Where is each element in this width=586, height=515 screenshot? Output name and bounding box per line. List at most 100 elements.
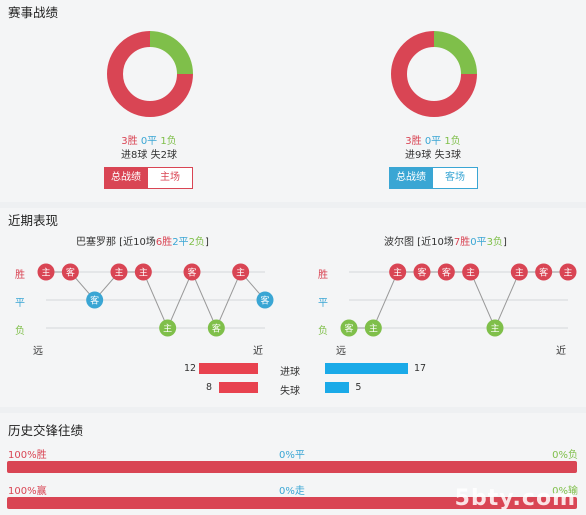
left-match-marker[interactable] bbox=[159, 319, 177, 337]
recent-form-chart: 主客客主 主主客客主客 客主主客客主主主客主 bbox=[37, 263, 577, 337]
tab-overall-record-right[interactable]: 总战绩 bbox=[389, 167, 433, 189]
right-match-marker[interactable] bbox=[486, 319, 504, 337]
right-goals-summary: 进9球 失3球 bbox=[405, 150, 461, 161]
left-match-venue-label: 主 bbox=[139, 267, 148, 279]
right-match-venue-label: 主 bbox=[563, 267, 572, 279]
right-match-venue-label: 客 bbox=[539, 267, 548, 279]
right-match-marker[interactable] bbox=[389, 263, 407, 281]
left-match-venue-label: 客 bbox=[187, 267, 196, 279]
left-match-venue-label: 主 bbox=[236, 267, 245, 279]
left-match-marker[interactable] bbox=[86, 291, 104, 309]
right-match-marker[interactable] bbox=[510, 263, 528, 281]
left-match-venue-label: 客 bbox=[212, 323, 221, 335]
left-team-form-header: 巴塞罗那 [近10场6胜2平2负] bbox=[76, 237, 209, 248]
right-match-marker[interactable] bbox=[462, 263, 480, 281]
right-row-label-win: 胜 bbox=[318, 270, 328, 281]
section-title-head-to-head: 历史交锋往绩 bbox=[8, 423, 84, 438]
left-record-stats: 3胜 0平 1负 进8球 失2球 bbox=[74, 135, 224, 163]
h2h-draw-pct: 0%平 bbox=[279, 450, 305, 461]
section-title-recent-form: 近期表现 bbox=[8, 213, 59, 228]
goals-scored-label: 进球 bbox=[280, 367, 300, 378]
left-row-label-win: 胜 bbox=[15, 270, 25, 281]
left-team-name: 巴塞罗那 [近10场 bbox=[76, 237, 156, 248]
right-axis-near: 近 bbox=[556, 346, 566, 357]
left-match-marker[interactable] bbox=[110, 263, 128, 281]
season-record-panel: 赛事战绩 3胜 0平 1负 进8球 失2球 总战绩 主场 3胜 0平 1负 进9… bbox=[0, 0, 586, 202]
left-record-donut bbox=[107, 31, 193, 117]
right-match-venue-label: 主 bbox=[466, 267, 475, 279]
right-row-label-draw: 平 bbox=[318, 298, 328, 309]
h2h-loss-pct: 0%负 bbox=[552, 450, 578, 461]
recent-form-panel: 近期表现 巴塞罗那 [近10场6胜2平2负] 波尔图 [近10场7胜0平3负] … bbox=[0, 208, 586, 407]
donut-segment-loss bbox=[433, 31, 477, 75]
left-goals-scored-value: 12 bbox=[184, 363, 197, 374]
donut-segment-loss bbox=[149, 31, 193, 75]
right-row-label-loss: 负 bbox=[318, 326, 328, 337]
right-win-count: 3胜 bbox=[405, 136, 422, 147]
right-goals-scored-value: 17 bbox=[414, 363, 427, 374]
tab-away-right[interactable]: 客场 bbox=[433, 167, 478, 189]
left-goals-summary: 进8球 失2球 bbox=[121, 150, 177, 161]
right-match-venue-label: 主 bbox=[490, 323, 499, 335]
right-match-venue-label: 客 bbox=[417, 267, 426, 279]
right-match-marker[interactable] bbox=[340, 319, 358, 337]
right-team-name: 波尔图 [近10场 bbox=[384, 237, 454, 248]
tab-overall-record-left[interactable]: 总战绩 bbox=[104, 167, 148, 189]
left-loss-count: 1负 bbox=[160, 136, 177, 147]
right-form-line bbox=[349, 271, 568, 330]
left-match-venue-label: 主 bbox=[114, 267, 123, 279]
left-match-marker[interactable] bbox=[256, 291, 274, 309]
h2h-handicap-bar bbox=[7, 497, 577, 509]
left-match-venue-label: 客 bbox=[90, 295, 99, 307]
left-match-venue-label: 主 bbox=[41, 267, 50, 279]
left-filter-tabs: 总战绩 主场 bbox=[104, 167, 193, 189]
left-row-label-draw: 平 bbox=[15, 298, 25, 309]
right-match-venue-label: 主 bbox=[515, 267, 524, 279]
h2h-handicap-loss-pct: 0%输 bbox=[552, 486, 578, 497]
left-match-marker[interactable] bbox=[207, 319, 225, 337]
right-goals-conceded-value: 5 bbox=[355, 382, 362, 393]
left-match-venue-label: 主 bbox=[163, 323, 172, 335]
right-record-donut bbox=[391, 31, 477, 117]
site-watermark: 5bty.com bbox=[454, 486, 576, 511]
right-match-venue-label: 主 bbox=[393, 267, 402, 279]
section-title-season-record: 赛事战绩 bbox=[8, 5, 59, 20]
right-match-marker[interactable] bbox=[437, 263, 455, 281]
left-match-venue-label: 客 bbox=[260, 295, 269, 307]
left-goals-scored-bar bbox=[199, 363, 258, 374]
right-goals-conceded-bar bbox=[325, 382, 350, 393]
h2h-handicap-push-pct: 0%走 bbox=[279, 486, 305, 497]
right-team-form-header: 波尔图 [近10场7胜0平3负] bbox=[384, 237, 507, 248]
tab-home-left[interactable]: 主场 bbox=[148, 167, 193, 189]
left-match-marker[interactable] bbox=[232, 263, 250, 281]
h2h-win-pct: 100%胜 bbox=[8, 450, 47, 461]
right-draw-count: 0平 bbox=[424, 136, 442, 147]
left-match-venue-label: 客 bbox=[66, 267, 75, 279]
right-match-marker[interactable] bbox=[413, 263, 431, 281]
left-form-line bbox=[46, 270, 266, 330]
head-to-head-panel: 历史交锋往绩 100%胜 0%平 0%负 100%赢 0%走 0%输 5bty.… bbox=[0, 413, 586, 515]
left-axis-near: 近 bbox=[253, 346, 263, 357]
left-match-marker[interactable] bbox=[61, 263, 79, 281]
right-filter-tabs: 总战绩 客场 bbox=[389, 167, 478, 189]
right-loss-count: 1负 bbox=[444, 136, 461, 147]
left-match-marker[interactable] bbox=[37, 263, 55, 281]
right-match-marker[interactable] bbox=[364, 319, 382, 337]
right-record-stats: 3胜 0平 1负 进9球 失3球 bbox=[358, 135, 508, 163]
right-match-venue-label: 客 bbox=[442, 267, 451, 279]
goals-conceded-label: 失球 bbox=[280, 386, 300, 397]
left-draw-count: 0平 bbox=[140, 136, 158, 147]
left-goals-conceded-bar bbox=[218, 382, 258, 393]
right-match-marker[interactable] bbox=[535, 263, 553, 281]
right-match-marker[interactable] bbox=[559, 263, 577, 281]
left-match-marker[interactable] bbox=[134, 263, 152, 281]
right-goals-scored-bar bbox=[325, 363, 408, 374]
left-goals-conceded-value: 8 bbox=[206, 382, 213, 393]
h2h-result-bar bbox=[7, 461, 577, 473]
right-match-venue-label: 主 bbox=[369, 323, 378, 335]
right-axis-far: 远 bbox=[336, 346, 346, 357]
donut-segment-win bbox=[391, 31, 477, 117]
right-match-venue-label: 客 bbox=[344, 323, 353, 335]
left-match-marker[interactable] bbox=[183, 263, 201, 281]
left-win-count: 3胜 bbox=[121, 136, 138, 147]
